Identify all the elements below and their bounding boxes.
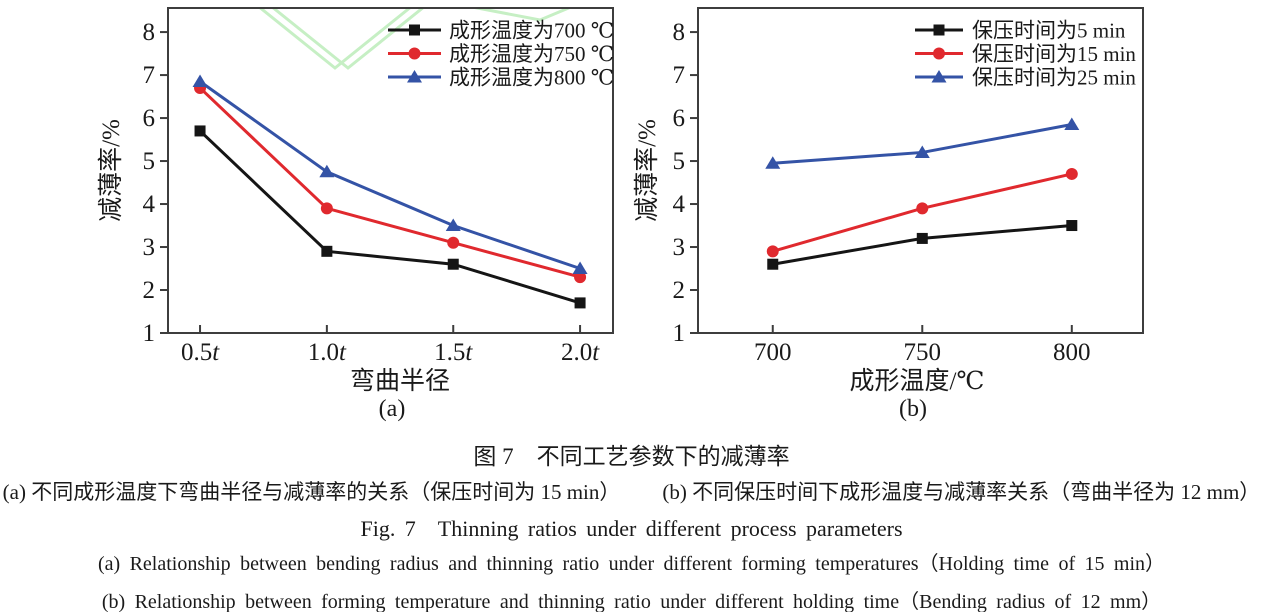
data-point-square [916,232,928,244]
data-point-circle [320,202,333,215]
y-axis: 1 2 3 4 5 6 7 8 [143,19,168,347]
y-tick-label: 7 [673,62,686,89]
x-axis: 0.5t 1.0t 1.5t 2.0t [181,325,600,366]
legend-marker-circle [933,47,945,60]
data-point-triangle [319,164,335,178]
data-point-triangle [1064,117,1080,131]
x-tick-label: 700 [754,339,792,366]
caption-zh-sub-a: (a) 不同成形温度下弯曲半径与减薄率的关系（保压时间为 15 min） [2,480,621,504]
data-point-circle [1065,167,1078,180]
y-tick-label: 5 [673,148,686,175]
x-axis-title: 弯曲半径 [350,367,450,395]
data-point-square [321,245,333,257]
data-point-square [767,258,779,270]
y-axis: 1 2 3 4 5 6 7 8 [673,19,698,347]
y-tick-label: 2 [673,277,686,304]
y-tick-label: 4 [143,191,156,218]
x-tick-label: 750 [904,339,942,366]
y-tick-label: 4 [673,191,686,218]
x-tick-label: 1.0t [308,339,347,366]
legend-label: 保压时间为5 min [972,19,1126,43]
y-tick-label: 3 [143,234,156,261]
y-tick-label: 3 [673,234,686,261]
watermark-zigzag [258,8,573,70]
caption-zh-title: 图 7 不同工艺参数下的减薄率 [473,444,790,469]
x-tick-label: 2.0t [561,339,600,366]
data-point-circle [574,271,587,284]
y-tick-label: 8 [143,19,156,46]
subplot-label-a: (a) [379,396,406,422]
data-point-circle [766,245,779,258]
series-line-0 [199,129,581,305]
y-tick-label: 5 [143,148,156,175]
chart-a: 1 2 3 4 5 6 7 8 0.5t 1.0t 1.5t 2.0t 弯曲半径 减薄率/% 成形温度为70… [97,7,614,422]
data-point-square [447,258,459,270]
series-line-0 [772,224,1072,266]
caption-zh-sub-b: (b) 不同保压时间下成形温度与减薄率关系（弯曲半径为 12 mm） [662,480,1261,504]
caption-en-sub-b: (b) Relationship between forming tempera… [101,591,1162,612]
legend-marker-circle [408,47,421,60]
x-axis: 700 750 800 [754,325,1091,366]
legend-label: 成形温度为800 ℃ [449,66,614,90]
y-tick-label: 6 [673,105,686,132]
series-line-1 [199,86,581,279]
data-point-triangle [572,261,588,275]
legend-marker-square [933,24,945,36]
data-point-triangle [445,218,461,232]
y-tick-label: 2 [143,277,156,304]
legend-marker-triangle [931,70,947,83]
x-tick-label: 800 [1053,339,1091,366]
caption-en-sub-a: (a) Relationship between bending radius … [97,553,1166,575]
y-axis-title: 减薄率/% [633,119,661,222]
x-tick-label: 0.5t [181,339,220,366]
data-point-square [1066,220,1078,232]
legend-label: 成形温度为750 ℃ [449,42,614,66]
plot-border [167,7,614,334]
y-tick-label: 7 [143,62,156,89]
legend-label: 保压时间为15 min [972,42,1136,66]
legend-label: 保压时间为25 min [972,66,1136,90]
y-axis-title: 减薄率/% [97,119,125,222]
legend-label: 成形温度为700 ℃ [449,19,614,43]
legend-marker-square [409,24,420,36]
subplot-label-b: (b) [899,396,927,422]
data-point-square [194,125,206,137]
y-tick-label: 8 [673,19,686,46]
series-line-2 [199,80,581,270]
plot-border [697,7,1144,334]
data-point-square [574,297,586,309]
caption-zh-subcaptions: (a) 不同成形温度下弯曲半径与减薄率的关系（保压时间为 15 min） (b) … [0,476,1263,506]
data-point-circle [916,202,929,215]
data-point-triangle [914,145,930,158]
data-point-triangle [765,156,781,169]
y-tick-label: 1 [673,320,686,347]
x-tick-label: 1.5t [434,339,473,366]
data-point-triangle [192,74,208,88]
x-axis-title: 成形温度/℃ [850,367,985,395]
data-point-circle [447,236,460,249]
y-tick-label: 6 [143,105,156,132]
y-tick-label: 1 [143,320,156,347]
caption-en-title: Fig. 7 Thinning ratios under different p… [360,516,903,541]
legend-marker-triangle [407,70,422,83]
